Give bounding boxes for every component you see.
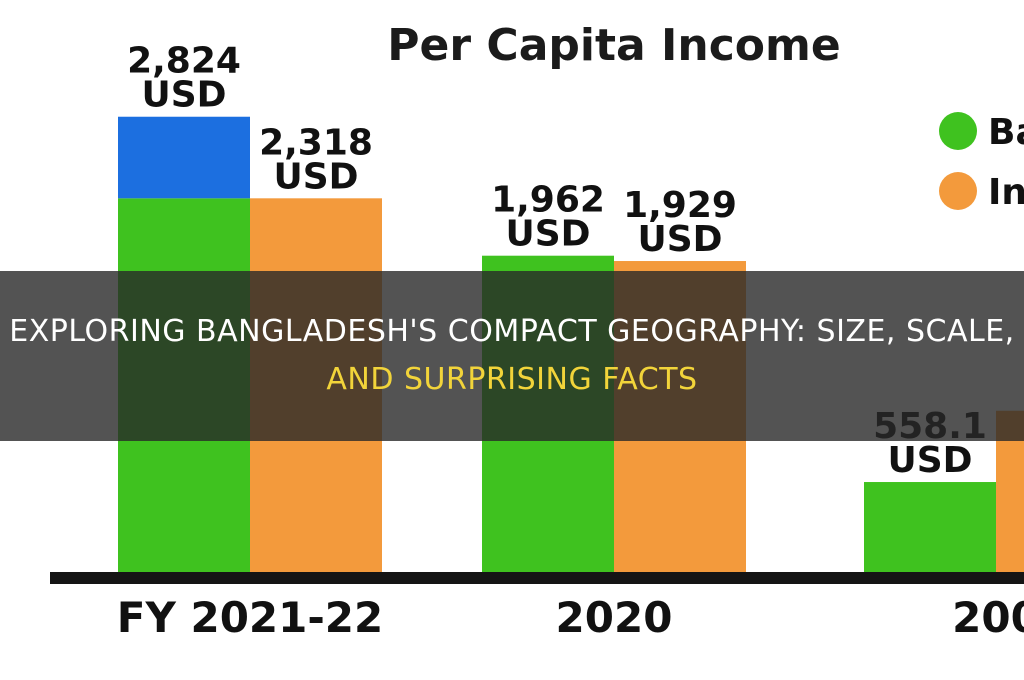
data-label-1: 2,318 USD — [259, 122, 373, 197]
legend: Ba In — [939, 112, 1024, 213]
bar-green-2 — [864, 482, 996, 572]
legend-label-1: In — [988, 172, 1024, 213]
data-label-0: 2,824 USD — [127, 41, 241, 116]
headline-line-2: AND SURPRISING FACTS — [326, 362, 698, 397]
increment-label: 506 USD — [144, 34, 224, 108]
legend-swatch-1 — [939, 172, 977, 210]
data-label-2: 1,962 USD — [491, 180, 605, 255]
headline-banner: EXPLORING BANGLADESH'S COMPACT GEOGRAPHY… — [0, 271, 1024, 441]
data-label-3: 1,929 USD — [623, 185, 737, 260]
x-tick-label-2: 200 — [952, 593, 1024, 642]
x-tick-labels: FY 2021-22 2020 200 — [117, 593, 1024, 642]
x-tick-label-0: FY 2021-22 — [117, 593, 384, 642]
legend-swatch-0 — [939, 112, 977, 150]
bar-increment-blue — [118, 116, 250, 199]
chart-title: Per Capita Income — [387, 20, 840, 71]
headline-line-1: EXPLORING BANGLADESH'S COMPACT GEOGRAPHY… — [9, 314, 1015, 349]
legend-label-0: Ba — [988, 112, 1024, 153]
x-tick-label-1: 2020 — [556, 593, 673, 642]
